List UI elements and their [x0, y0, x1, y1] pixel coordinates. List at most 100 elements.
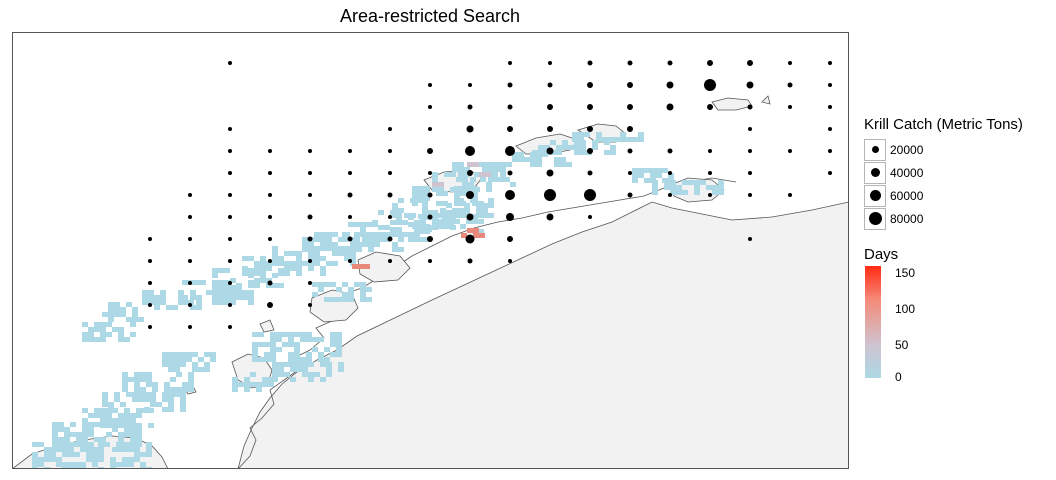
effort-cell	[518, 152, 524, 157]
effort-cell	[308, 256, 314, 261]
effort-cell	[434, 213, 440, 218]
catch-point	[387, 192, 393, 198]
effort-cell	[244, 377, 250, 382]
effort-cell	[662, 168, 668, 173]
effort-cell	[518, 157, 524, 162]
effort-cell	[112, 427, 118, 432]
catch-point	[747, 104, 753, 110]
effort-cell	[276, 347, 282, 352]
effort-cell	[464, 203, 470, 208]
effort-cell	[414, 232, 420, 237]
effort-cell	[350, 242, 356, 247]
effort-cell	[332, 246, 338, 251]
effort-cell	[230, 290, 236, 295]
effort-cell	[148, 408, 154, 413]
effort-cell	[124, 432, 130, 437]
catch-point	[748, 149, 752, 153]
effort-cell	[88, 413, 94, 418]
effort-cell	[694, 190, 700, 195]
effort-cell	[314, 256, 320, 261]
effort-cell	[130, 442, 136, 447]
effort-cell	[86, 457, 92, 462]
effort-cell	[272, 261, 278, 266]
catch-point	[668, 193, 672, 197]
effort-cell	[86, 452, 92, 457]
effort-cell	[574, 140, 580, 145]
effort-cell	[332, 261, 338, 266]
effort-cell	[454, 219, 460, 224]
effort-cell	[168, 407, 174, 412]
effort-cell	[82, 337, 88, 342]
effort-cell	[76, 442, 82, 447]
effort-cell	[442, 219, 448, 224]
effort-cell	[112, 408, 118, 413]
effort-cell	[620, 137, 626, 142]
catch-point	[587, 82, 593, 88]
effort-cell	[218, 280, 224, 285]
effort-cell	[632, 137, 638, 142]
effort-cell	[188, 387, 194, 392]
effort-cell	[256, 387, 262, 392]
effort-cell	[360, 287, 366, 292]
catch-key-row: 80000	[864, 207, 1050, 230]
effort-cell	[324, 347, 330, 352]
effort-cell	[408, 222, 414, 227]
effort-cell	[374, 242, 380, 247]
effort-cell	[488, 167, 494, 172]
effort-cell	[168, 397, 174, 402]
effort-cell	[76, 437, 82, 442]
catch-point	[388, 127, 392, 131]
catch-point	[508, 61, 512, 65]
catch-point	[267, 302, 273, 308]
effort-cell	[58, 447, 64, 452]
effort-cell	[670, 190, 676, 195]
catch-point	[228, 237, 232, 241]
effort-cell	[664, 180, 670, 185]
effort-cell	[160, 295, 166, 300]
effort-cell	[130, 332, 136, 337]
effort-cell	[384, 225, 390, 230]
effort-cell	[478, 219, 484, 224]
effort-cell	[296, 362, 302, 367]
effort-cell	[252, 342, 258, 347]
effort-cell	[342, 292, 348, 297]
catch-point	[748, 237, 752, 241]
effort-cell	[396, 227, 402, 232]
effort-cell	[432, 210, 438, 215]
catch-point	[505, 146, 515, 156]
effort-cell	[300, 357, 306, 362]
map-panel	[12, 32, 849, 469]
effort-cell	[338, 251, 344, 256]
effort-cell	[218, 285, 224, 290]
effort-cell	[308, 266, 314, 271]
effort-cell	[136, 427, 142, 432]
effort-cell-high	[479, 172, 485, 177]
effort-cell	[128, 377, 134, 382]
catch-key-swatch	[864, 161, 886, 184]
effort-cell	[130, 418, 136, 423]
effort-cell	[436, 201, 442, 206]
effort-cell	[494, 162, 500, 167]
effort-cell	[124, 422, 130, 427]
effort-cell	[100, 413, 106, 418]
effort-cell	[278, 283, 284, 288]
effort-cell	[154, 300, 160, 305]
effort-cell	[414, 220, 420, 225]
effort-cell	[326, 367, 332, 372]
days-legend-title: Days	[864, 246, 899, 263]
effort-cell	[52, 427, 58, 432]
effort-cell	[278, 261, 284, 266]
effort-cell	[536, 162, 542, 167]
days-tick	[881, 309, 884, 310]
effort-cell	[302, 372, 308, 377]
effort-cell	[398, 237, 404, 242]
effort-cell	[204, 367, 210, 372]
effort-cell	[120, 402, 126, 407]
effort-cell	[650, 168, 656, 173]
effort-cell	[574, 145, 580, 150]
effort-cell	[474, 187, 480, 192]
catch-point	[388, 149, 392, 153]
effort-cell	[272, 362, 278, 367]
effort-cell	[592, 140, 598, 145]
effort-cell	[330, 282, 336, 287]
